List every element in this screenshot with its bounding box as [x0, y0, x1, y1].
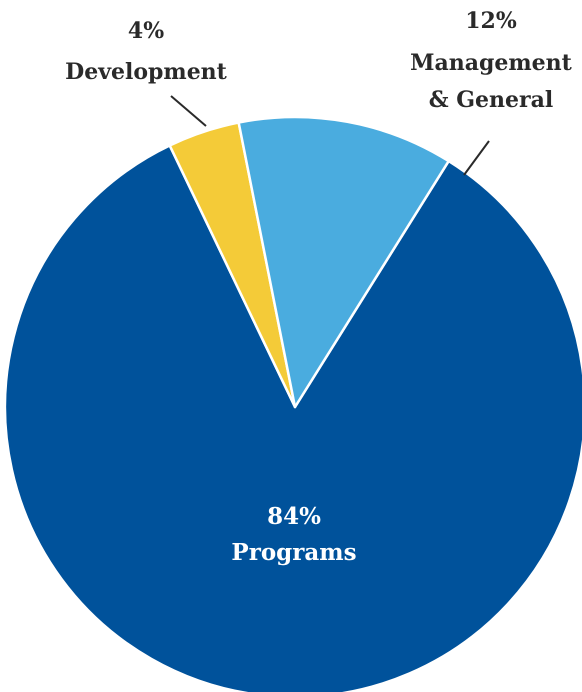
slice-label-management-line2: & General: [429, 87, 554, 113]
pie-slices: [3, 115, 582, 692]
pie-slice-programs: [3, 144, 582, 692]
slice-labels: 84% Programs 4% Development 12% Manageme…: [65, 8, 573, 566]
slice-percent-development: 4%: [128, 18, 164, 44]
slice-percent-management: 12%: [465, 8, 517, 34]
slice-label-programs: Programs: [231, 539, 356, 566]
leader-line-development: [170, 95, 207, 127]
slice-label-development: Development: [65, 59, 228, 85]
slice-percent-programs: 84%: [267, 503, 321, 530]
pie-slice-management: [237, 115, 450, 409]
leader-lines: [170, 95, 490, 176]
slice-label-management: Management: [410, 50, 573, 76]
leader-line-management: [463, 140, 490, 176]
